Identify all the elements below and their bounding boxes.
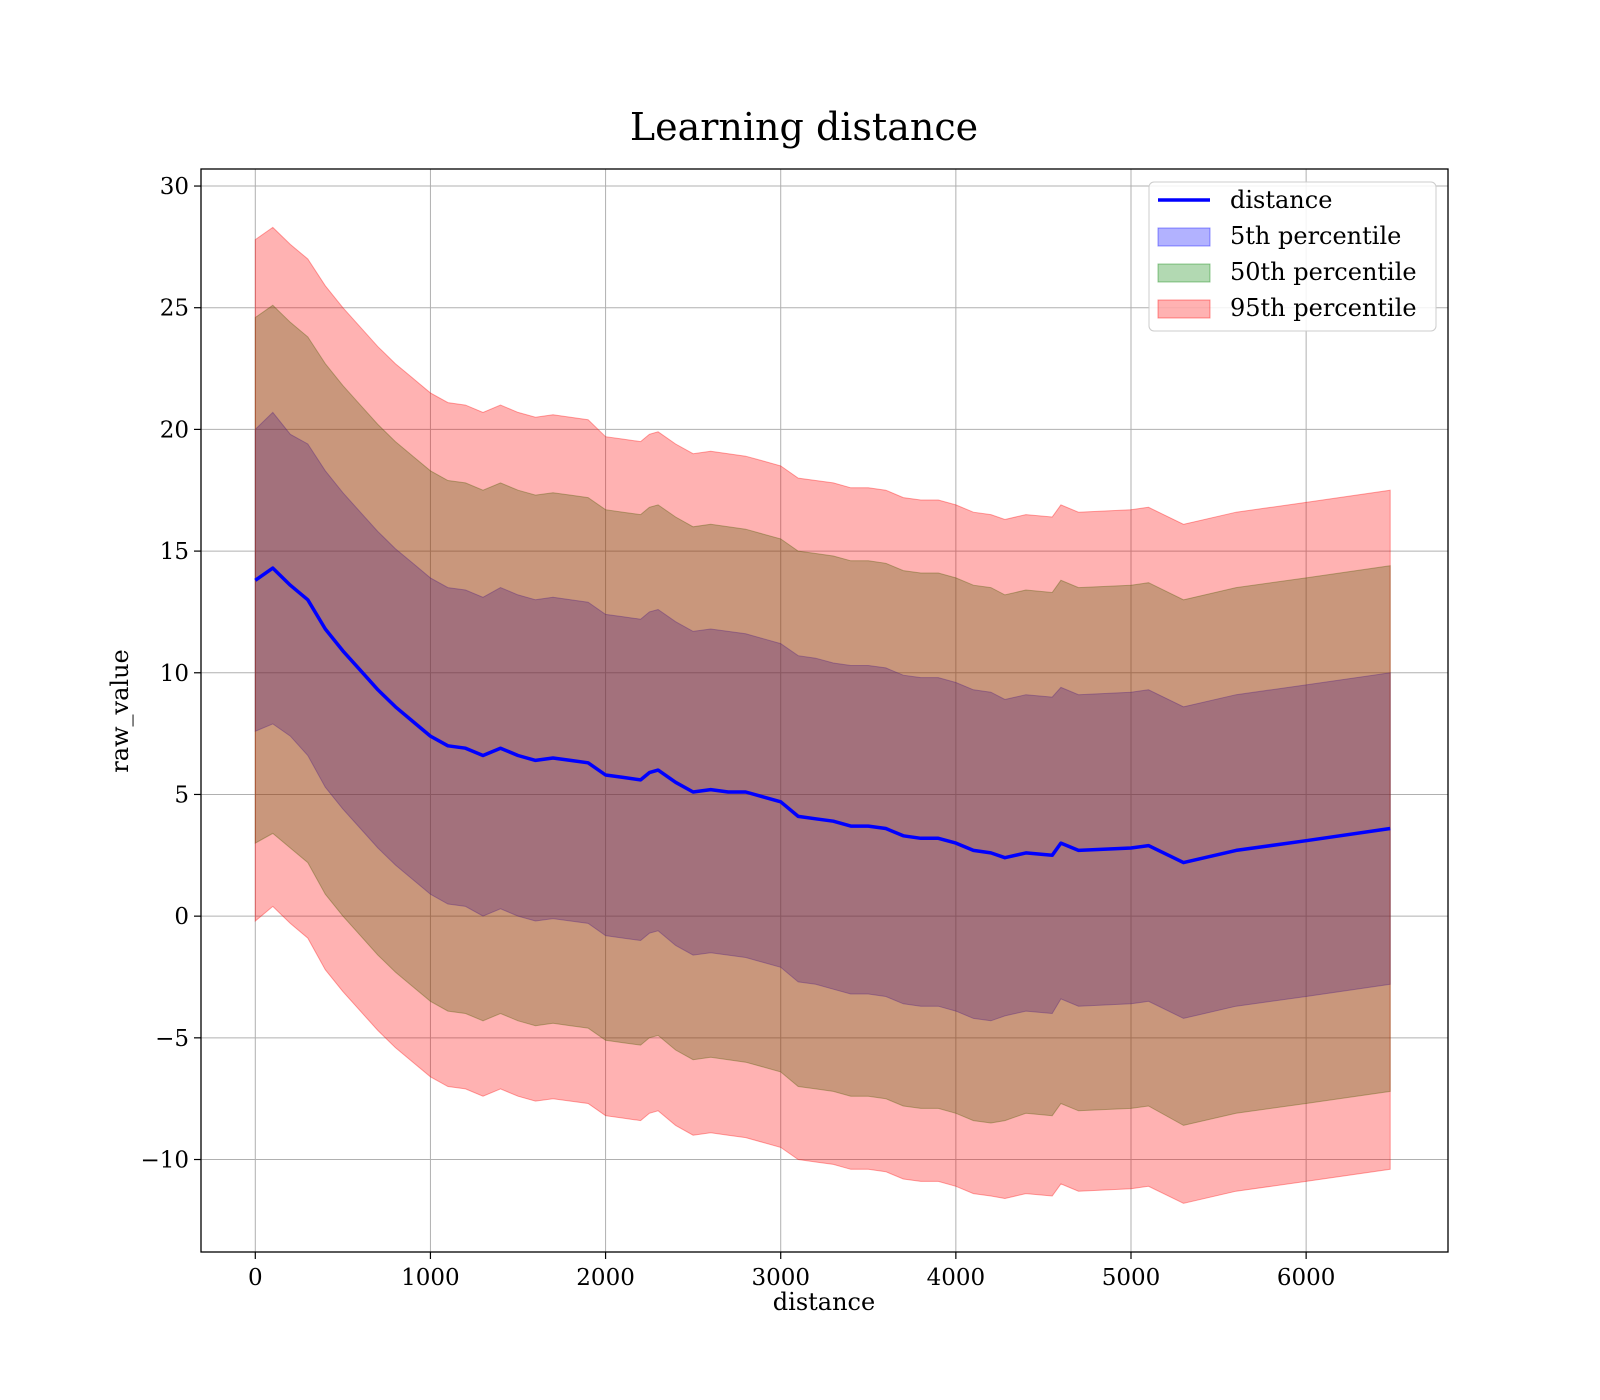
- lines: [254, 566, 1391, 865]
- x-tick-label: 0: [248, 1265, 263, 1291]
- x-tick-label: 1000: [401, 1265, 460, 1291]
- x-tick-label: 5000: [1102, 1265, 1161, 1291]
- y-tick-label: 15: [160, 539, 189, 565]
- bands: [254, 226, 1391, 1204]
- legend-entry: 95th percentile: [1230, 294, 1417, 322]
- x-tick-label: 4000: [927, 1265, 986, 1291]
- series-line-distance: [254, 566, 1391, 865]
- y-tick-label: 20: [160, 417, 189, 443]
- legend: distance 5th percentile 50th percentile 95t…: [1148, 181, 1437, 332]
- legend-box: [1148, 181, 1437, 332]
- y-tick-label: 30: [160, 174, 189, 200]
- x-tick-label: 2000: [576, 1265, 635, 1291]
- x-tick-label: 6000: [1277, 1265, 1336, 1291]
- legend-swatch-band: [1157, 227, 1211, 247]
- y-tick-label: 25: [160, 296, 189, 322]
- band-50th-percentile: [254, 304, 1391, 1126]
- legend-swatch-band: [1157, 299, 1211, 319]
- y-tick-label: −5: [155, 1026, 189, 1052]
- grid: [201, 169, 1448, 1252]
- legend-swatch-band: [1157, 263, 1211, 283]
- legend-entry: distance: [1230, 186, 1332, 214]
- legend-entry: 5th percentile: [1230, 222, 1401, 250]
- y-tick-label: 10: [160, 661, 189, 687]
- y-tick-label: 5: [174, 782, 189, 808]
- band-5th-percentile: [254, 411, 1391, 1022]
- chart-title: Learning distance: [630, 105, 978, 149]
- ticks: 0 1000 2000 3000 4000 5000 6000 −10 −5 0 5 10 15 20 25…: [140, 174, 1335, 1291]
- band-95th-percentile: [254, 226, 1391, 1204]
- legend-entry: 50th percentile: [1230, 258, 1417, 286]
- plot-frame: [200, 168, 1449, 1253]
- y-axis-label: raw_value: [106, 649, 134, 773]
- y-tick-label: 0: [174, 904, 189, 930]
- x-axis-label: distance: [773, 1288, 875, 1316]
- x-tick-label: 3000: [751, 1265, 810, 1291]
- y-tick-label: −10: [140, 1148, 189, 1174]
